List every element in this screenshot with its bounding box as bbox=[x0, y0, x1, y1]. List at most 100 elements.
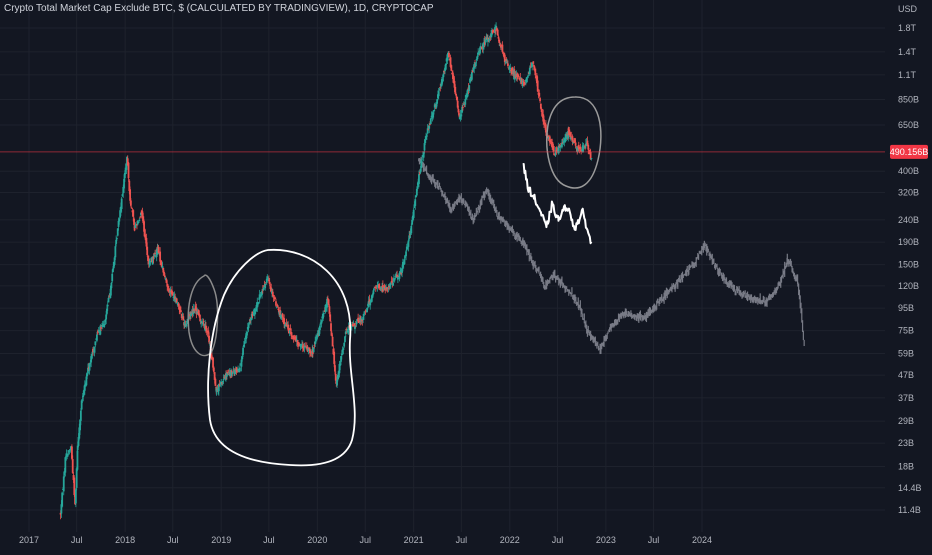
candle-body bbox=[180, 314, 183, 318]
y-tick-label: 23B bbox=[898, 438, 914, 448]
x-tick-label: Jul bbox=[167, 535, 179, 545]
drawing-circle-2022[interactable] bbox=[546, 96, 602, 189]
candle-body bbox=[244, 339, 247, 341]
candle-body bbox=[482, 42, 485, 49]
y-tick-label: 850B bbox=[898, 94, 919, 104]
candle-body bbox=[183, 322, 186, 326]
candle-body bbox=[517, 75, 520, 78]
y-tick-label: 95B bbox=[898, 303, 914, 313]
candle-body bbox=[336, 379, 338, 386]
candle-body bbox=[476, 55, 479, 60]
candle-body bbox=[429, 123, 431, 125]
candle-body bbox=[162, 267, 165, 273]
candle-body bbox=[553, 153, 555, 155]
candle-body bbox=[60, 504, 63, 514]
candle-body bbox=[459, 114, 462, 119]
candle-body bbox=[301, 345, 304, 349]
candle-body bbox=[564, 134, 567, 142]
candle-body bbox=[151, 256, 154, 265]
candle-body bbox=[160, 260, 162, 263]
candle-body bbox=[77, 437, 80, 446]
candle-body bbox=[250, 313, 253, 320]
candle-body bbox=[256, 302, 259, 308]
candle-body bbox=[552, 143, 554, 148]
candle-body bbox=[404, 256, 407, 258]
x-axis[interactable]: 2017 Jul 2018 Jul 2019 Jul 2020 Jul 2021 Jul 2022 J… bbox=[19, 535, 712, 545]
candle-body bbox=[210, 349, 213, 359]
x-tick-label: 2023 bbox=[596, 535, 616, 545]
candle-body bbox=[283, 318, 286, 325]
candle-body bbox=[400, 272, 403, 275]
candle-body bbox=[271, 291, 274, 297]
candle-body bbox=[414, 199, 417, 206]
candle-body bbox=[574, 142, 577, 146]
y-tick-label: 11.4B bbox=[898, 505, 921, 515]
candle-body bbox=[436, 99, 439, 104]
candle-body bbox=[83, 389, 85, 394]
candle-body bbox=[353, 323, 356, 327]
candle-body bbox=[312, 347, 315, 353]
candle-body bbox=[408, 235, 411, 240]
candle-body bbox=[76, 445, 79, 451]
candle-body bbox=[452, 72, 454, 80]
candle-body bbox=[456, 100, 459, 108]
candle-body bbox=[264, 283, 267, 289]
candle-body bbox=[437, 94, 439, 99]
candle-body bbox=[313, 345, 316, 346]
candle-body bbox=[195, 307, 198, 315]
candle-body bbox=[409, 234, 411, 235]
candle-body bbox=[299, 343, 302, 347]
candle-body bbox=[287, 324, 289, 330]
candle-body bbox=[472, 67, 475, 71]
candle-body bbox=[355, 321, 358, 325]
candle-body bbox=[444, 63, 447, 70]
candle-body bbox=[559, 145, 562, 148]
candle-body bbox=[239, 367, 241, 372]
candle-body bbox=[469, 78, 471, 83]
candle-body bbox=[567, 128, 570, 131]
candle-body bbox=[167, 285, 169, 288]
current-price-line-layer: 490.156B bbox=[0, 144, 928, 159]
y-axis[interactable]: USD 1.8T 1.4T 1.1T 850B 650B 400B 320B 240B 190B 1… bbox=[898, 4, 922, 515]
candle-body bbox=[406, 246, 409, 248]
candle-body bbox=[277, 308, 280, 310]
candle-body bbox=[400, 270, 402, 273]
candle-body bbox=[340, 356, 342, 362]
drawing-circle-2019[interactable] bbox=[207, 249, 356, 467]
candle-body bbox=[122, 186, 125, 194]
candle-body bbox=[267, 278, 269, 280]
candle-body bbox=[419, 168, 422, 173]
candle-body bbox=[348, 325, 351, 329]
candle-body bbox=[405, 246, 408, 250]
candle-body bbox=[175, 298, 178, 303]
candle-body bbox=[385, 286, 387, 289]
candle-body bbox=[352, 322, 355, 324]
candle-body bbox=[588, 150, 591, 152]
candle-body bbox=[166, 283, 169, 287]
candle-body bbox=[583, 147, 586, 148]
candle-body bbox=[584, 145, 586, 147]
candle-body bbox=[74, 489, 77, 504]
candle-body bbox=[192, 308, 195, 315]
x-tick-label: 2024 bbox=[692, 535, 712, 545]
candle-body bbox=[536, 75, 538, 84]
candle-body bbox=[159, 251, 162, 262]
candle-body bbox=[212, 357, 214, 368]
candle-body bbox=[205, 328, 208, 332]
candle-body bbox=[452, 78, 455, 83]
candle-body bbox=[107, 297, 110, 303]
candle-body bbox=[267, 280, 270, 282]
candle-body bbox=[496, 29, 499, 36]
y-tick-label: 1.8T bbox=[898, 23, 917, 33]
candle-body bbox=[331, 336, 334, 347]
candle-body bbox=[521, 80, 524, 87]
candle-body bbox=[403, 259, 406, 265]
candle-body bbox=[99, 325, 102, 335]
candle-body bbox=[315, 338, 317, 340]
candle-body bbox=[138, 219, 141, 222]
candle-body bbox=[243, 341, 246, 345]
candle-body bbox=[129, 200, 132, 206]
y-tick-label: 150B bbox=[898, 260, 919, 270]
